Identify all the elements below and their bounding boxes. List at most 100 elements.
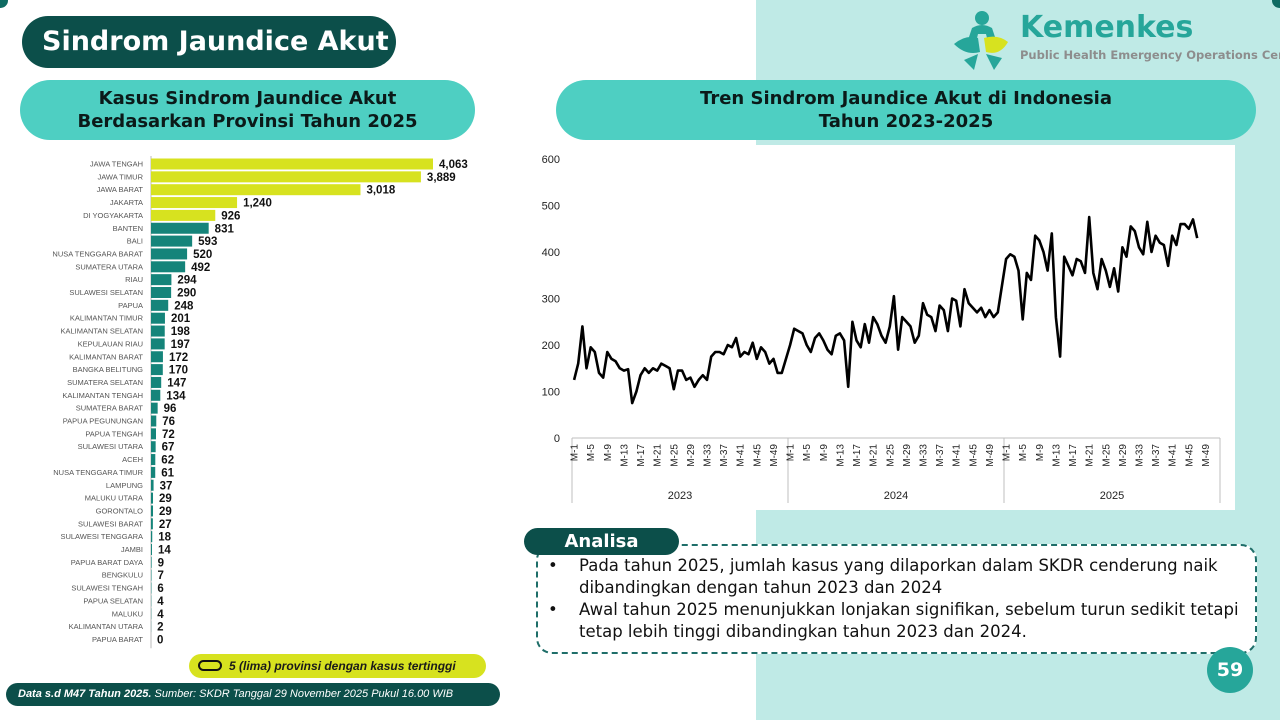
legend-swatch: [198, 660, 222, 671]
bar: [151, 415, 157, 427]
y-tick-label: 400: [542, 247, 560, 259]
analisa-box: [536, 544, 1257, 654]
x-tick-label: M-9: [1035, 444, 1046, 462]
bar: [151, 312, 165, 324]
x-tick-label: M-37: [935, 444, 946, 467]
province-label: DI YOGYAKARTA: [83, 211, 143, 220]
x-tick-label: M-17: [1068, 444, 1079, 467]
province-bar-chart: JAWA TENGAH 4,063 JAWA TIMUR 3,889 JAWA BARA…: [52, 156, 468, 649]
bar-value-label: 1,240: [243, 198, 272, 210]
province-label: KALIMANTAN UTARA: [69, 622, 143, 631]
bar-value-label: 201: [171, 313, 191, 325]
x-tick-label: M-13: [1051, 444, 1062, 467]
province-label: JAWA TIMUR: [97, 172, 143, 181]
bar-value-label: 7: [157, 570, 163, 582]
bar: [151, 466, 156, 478]
province-label: PAPUA SELATAN: [83, 596, 143, 605]
bar: [151, 479, 154, 491]
province-label: SULAWESI TENGAH: [71, 584, 143, 593]
province-label: KALIMANTAN BARAT: [69, 352, 143, 361]
x-tick-label: M-13: [835, 444, 846, 467]
x-tick-label: M-25: [1101, 444, 1112, 467]
bar-value-label: 29: [159, 506, 172, 518]
bar: [151, 235, 193, 247]
y-tick-label: 200: [542, 340, 560, 352]
page-number: 59: [1207, 647, 1253, 693]
year-label: 2023: [668, 490, 692, 502]
province-label: SULAWESI BARAT: [78, 519, 143, 528]
x-tick-label: M-41: [1168, 444, 1179, 467]
x-tick-label: M-37: [719, 444, 730, 467]
province-label: GORONTALO: [96, 506, 144, 515]
footer-rest: Sumber: SKDR Tanggal 29 November 2025 Pu…: [151, 688, 454, 700]
x-tick-label: M-33: [1135, 444, 1146, 467]
x-tick-label: M-5: [802, 444, 813, 462]
legend-text: 5 (lima) provinsi dengan kasus tertinggi: [229, 659, 456, 673]
logo-subtitle: Public Health Emergency Operations Cente…: [1020, 48, 1280, 62]
kemenkes-logo: Kemenkes Public Health Emergency Operati…: [950, 8, 1280, 74]
province-label: BALI: [127, 237, 143, 246]
bar: [151, 261, 186, 273]
year-label: 2024: [884, 490, 908, 502]
x-tick-label: M-1: [1002, 444, 1013, 462]
bar: [151, 197, 238, 209]
bar: [151, 158, 433, 170]
y-tick-label: 500: [542, 201, 560, 213]
province-label: JAWA TENGAH: [90, 160, 143, 169]
bar-value-label: 4,063: [439, 159, 468, 171]
bar-value-label: 198: [171, 326, 191, 338]
bar-value-label: 831: [215, 223, 235, 235]
province-label: ACEH: [122, 455, 143, 464]
bar-value-label: 62: [161, 455, 174, 467]
province-label: BANGKA BELITUNG: [73, 365, 144, 374]
bar-value-label: 6: [157, 583, 163, 595]
bar-value-label: 96: [164, 403, 177, 415]
page-title: Sindrom Jaundice Akut: [22, 16, 396, 68]
analisa-item-text: Awal tahun 2025 menunjukkan lonjakan sig…: [579, 600, 1239, 641]
bar-chart-title-line2: Berdasarkan Provinsi Tahun 2025: [77, 111, 418, 132]
x-tick-label: M-33: [703, 444, 714, 467]
bar: [151, 222, 209, 234]
bullet-icon: •: [548, 556, 558, 575]
x-tick-label: M-5: [1018, 444, 1029, 462]
bar-value-label: 492: [191, 262, 210, 274]
trend-line-chart: 0 100 200 300 400 500 600 2023 2024 2025 M-1 M-5 M-9…: [542, 154, 1221, 503]
x-tick-label: M-21: [653, 444, 664, 467]
x-tick-label: M-33: [919, 444, 930, 467]
bar-value-label: 0: [157, 634, 163, 646]
line-chart-title-line2: Tahun 2023-2025: [818, 111, 994, 132]
bar: [151, 364, 163, 376]
footer-bold: Data s.d M47 Tahun 2025.: [18, 688, 152, 700]
x-tick-label: M-21: [869, 444, 880, 467]
x-tick-label: M-45: [968, 444, 979, 467]
bar: [151, 556, 152, 568]
x-tick-label: M-45: [752, 444, 763, 467]
bar-value-label: 27: [159, 519, 172, 531]
bar: [151, 287, 172, 298]
bar-value-label: 134: [166, 390, 186, 402]
province-label: PAPUA PEGUNUNGAN: [63, 417, 143, 426]
province-label: MALUKU UTARA: [85, 494, 143, 503]
x-tick-label: M-37: [1151, 444, 1162, 467]
bar-value-label: 37: [160, 480, 173, 492]
x-tick-label: M-45: [1184, 444, 1195, 467]
footer-source: Data s.d M47 Tahun 2025. Sumber: SKDR Ta…: [6, 683, 500, 706]
bar-value-label: 3,889: [427, 172, 456, 184]
bar: [151, 248, 188, 260]
bar: [151, 492, 154, 504]
province-label: KALIMANTAN SELATAN: [60, 327, 143, 336]
x-tick-label: M-49: [1201, 444, 1212, 467]
bar: [151, 376, 162, 388]
province-label: SUMATERA UTARA: [75, 262, 143, 271]
y-tick-label: 600: [542, 154, 560, 166]
x-tick-label: M-25: [885, 444, 896, 467]
corner-dot-right: [1272, 0, 1280, 8]
province-label: PAPUA TENGAH: [85, 429, 143, 438]
x-tick-label: M-25: [669, 444, 680, 467]
bar-value-label: 170: [169, 365, 188, 377]
province-label: KALIMANTAN TIMUR: [70, 314, 144, 323]
province-label: KEPULAUAN RIAU: [78, 339, 143, 348]
logo-name: Kemenkes: [1020, 10, 1194, 45]
bar-value-label: 18: [158, 532, 171, 544]
x-tick-label: M-9: [819, 444, 830, 462]
